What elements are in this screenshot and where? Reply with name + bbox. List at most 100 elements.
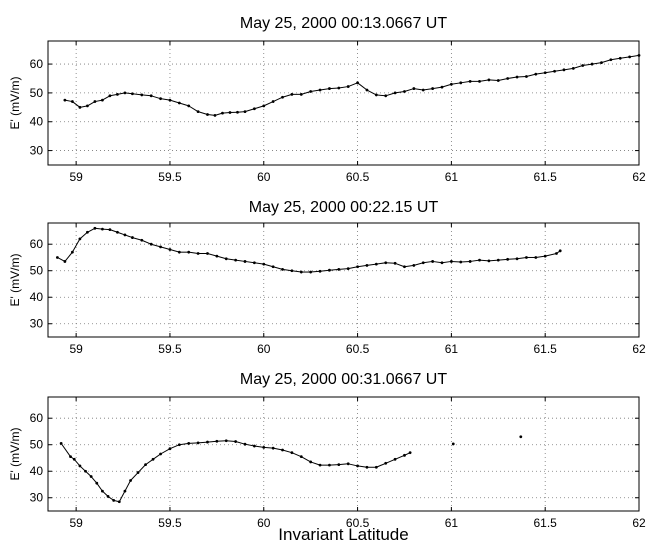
- data-point: [281, 448, 284, 452]
- x-tick-label: 61: [445, 342, 459, 356]
- data-line-segment: [516, 256, 527, 260]
- data-line-segment: [90, 476, 98, 484]
- data-point: [78, 464, 82, 468]
- data-point: [271, 446, 275, 450]
- data-line-segment: [207, 253, 217, 257]
- y-tick-label: 40: [30, 464, 44, 478]
- data-line-segment: [310, 270, 321, 273]
- data-point: [299, 455, 303, 459]
- data-line-segment: [385, 458, 396, 464]
- panel-title: May 25, 2000 00:13.0667 UT: [240, 15, 447, 32]
- data-point: [281, 95, 284, 99]
- data-line-segment: [179, 102, 189, 107]
- data-point: [168, 447, 172, 451]
- data-line-segment: [413, 88, 424, 91]
- data-line-segment: [563, 67, 574, 71]
- data-line-segment: [244, 108, 255, 113]
- data-point: [262, 445, 266, 449]
- data-line-segment: [132, 237, 142, 241]
- data-point: [365, 264, 369, 267]
- data-point: [459, 260, 463, 264]
- data-point: [69, 455, 72, 459]
- data-point: [558, 249, 562, 253]
- data-point: [84, 469, 87, 473]
- data-point: [89, 475, 93, 478]
- data-line-segment: [152, 453, 161, 460]
- data-point: [393, 457, 397, 461]
- y-tick-label: 60: [30, 237, 44, 251]
- x-tick-label: 60: [257, 342, 271, 356]
- data-line-segment: [282, 93, 293, 98]
- data-point: [478, 79, 481, 83]
- data-line-segment: [526, 73, 536, 77]
- data-line-segment: [282, 268, 292, 272]
- data-point: [224, 439, 228, 443]
- data-line-segment: [338, 268, 349, 270]
- y-tick-label: 30: [30, 317, 44, 331]
- data-point: [224, 257, 228, 261]
- data-line-segment: [145, 458, 154, 466]
- data-line-segment: [498, 77, 508, 81]
- data-point: [86, 230, 89, 234]
- data-line-segment: [432, 260, 443, 264]
- data-point: [93, 226, 97, 230]
- data-line-segment: [620, 56, 630, 59]
- x-tick-label: 61.5: [534, 342, 558, 356]
- data-line-segment: [226, 440, 236, 443]
- data-point: [140, 93, 144, 97]
- x-tick-label: 62: [632, 342, 646, 356]
- data-point: [196, 441, 200, 445]
- data-line-segment: [263, 101, 274, 107]
- data-line-segment: [197, 111, 208, 116]
- data-line-segment: [96, 482, 103, 492]
- x-tick-label: 61.5: [534, 516, 558, 530]
- data-point: [356, 265, 359, 269]
- data-point: [206, 252, 209, 255]
- x-tick-label: 59.5: [158, 516, 182, 530]
- data-line-segment: [582, 63, 593, 67]
- y-axis-label: E' (mV/m): [8, 77, 22, 130]
- data-point: [515, 75, 519, 79]
- x-axis-label: Invariant Latitude: [278, 525, 408, 543]
- data-point: [337, 86, 341, 90]
- data-line-segment: [272, 96, 283, 103]
- data-point: [116, 92, 119, 96]
- data-line-segment: [376, 262, 386, 265]
- data-point: [309, 270, 313, 274]
- data-point: [221, 111, 224, 115]
- data-line-segment: [338, 463, 349, 466]
- data-point: [129, 479, 132, 482]
- data-line-segment: [573, 65, 583, 69]
- data-point: [346, 267, 350, 270]
- data-line-segment: [301, 90, 311, 95]
- data-point: [70, 250, 74, 254]
- data-point: [131, 92, 134, 96]
- data-line-segment: [507, 76, 518, 79]
- panel-1: May 25, 2000 00:13.0667 UT 59 59.5 60 60.5 61…: [8, 15, 646, 184]
- data-point: [478, 258, 481, 262]
- data-point: [346, 462, 350, 466]
- data-point: [496, 79, 500, 82]
- data-line-segment: [441, 83, 452, 88]
- y-tick-label: 50: [30, 438, 44, 452]
- data-point: [403, 265, 406, 269]
- data-line-segment: [226, 258, 236, 261]
- x-tick-label: 60.5: [346, 170, 370, 184]
- data-point: [562, 68, 566, 72]
- data-series: [55, 226, 562, 274]
- data-point: [117, 500, 121, 504]
- data-point: [215, 254, 219, 258]
- data-point: [290, 92, 294, 96]
- data-point: [196, 110, 200, 114]
- data-line-segment: [141, 239, 152, 245]
- y-tick-label: 60: [30, 57, 44, 71]
- data-point: [140, 238, 144, 242]
- data-point: [356, 81, 359, 85]
- data-point: [63, 260, 67, 263]
- data-point: [590, 62, 594, 66]
- y-tick-label: 30: [30, 491, 44, 505]
- data-point: [262, 104, 266, 108]
- data-line-segment: [348, 463, 358, 467]
- data-point: [55, 256, 59, 259]
